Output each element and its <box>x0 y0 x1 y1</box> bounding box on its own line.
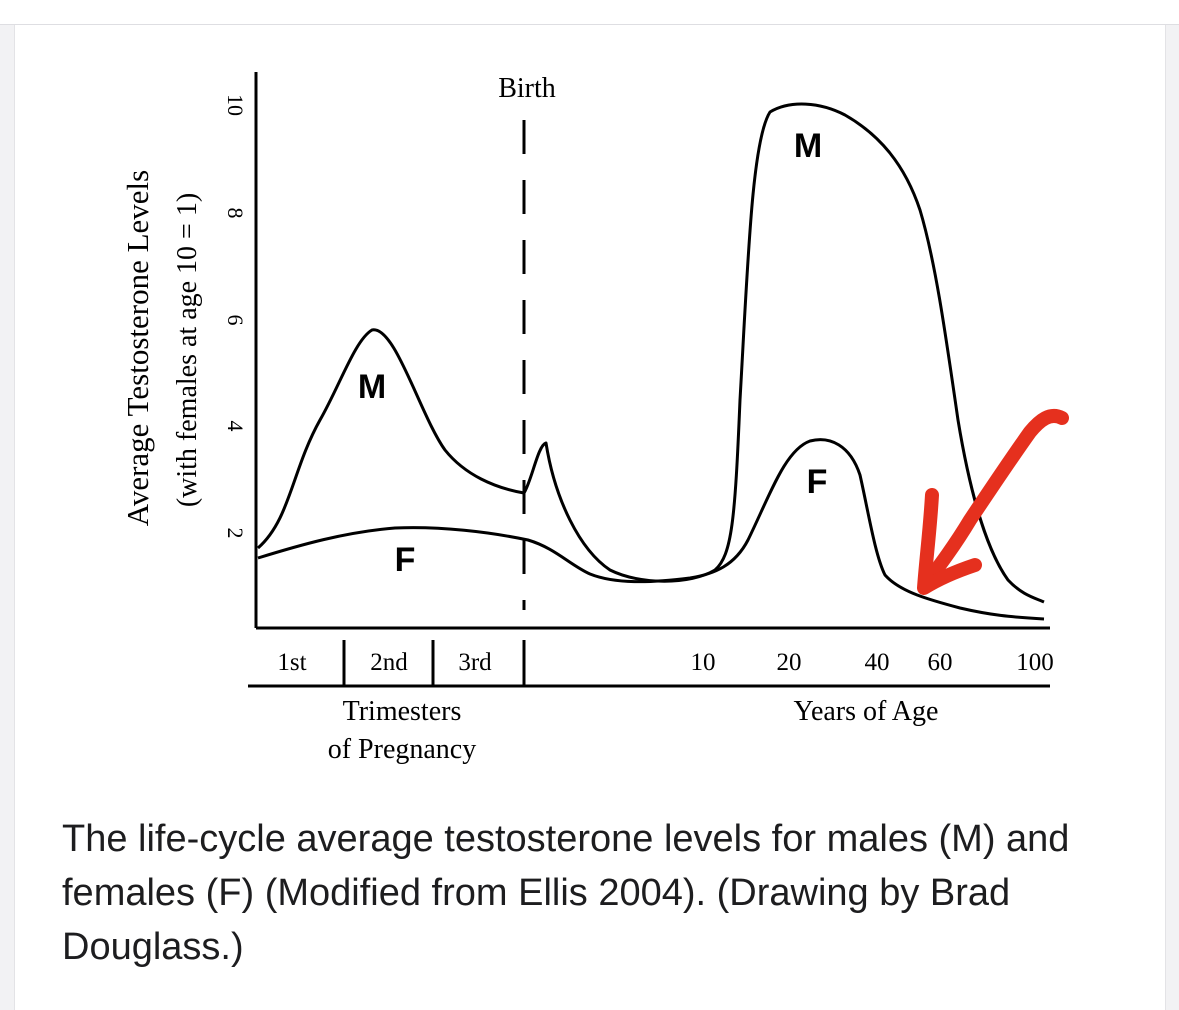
series-f-label-postnatal: F <box>807 463 828 501</box>
age-tick-label: 100 <box>1016 649 1054 676</box>
annotation-arrow <box>918 409 1069 592</box>
y-axis-subtitle: (with females at age 10 = 1) <box>172 193 203 507</box>
top-strip <box>0 0 1179 24</box>
age-tick-label: 60 <box>928 649 953 676</box>
y-tick-label: 4 <box>223 421 248 432</box>
testosterone-chart: 2 4 6 8 10 Average Testosterone Levels (… <box>120 72 1069 765</box>
y-tick-label: 10 <box>223 94 248 116</box>
y-axis-title: Average Testosterone Levels <box>120 170 155 527</box>
series-m-label-prenatal: M <box>358 368 386 406</box>
series-f-label-prenatal: F <box>395 541 416 579</box>
y-tick-label: 2 <box>223 528 248 539</box>
trimester-label: 1st <box>277 649 306 676</box>
series-f-line <box>257 438 1045 621</box>
annotation-arrowhead <box>917 488 982 595</box>
trimesters-title-line1: Trimesters <box>343 696 462 727</box>
top-divider <box>0 24 1179 25</box>
trimester-label: 2nd <box>370 649 408 676</box>
birth-label: Birth <box>498 73 556 104</box>
series-m-line <box>257 102 1045 604</box>
age-tick-label: 20 <box>777 649 802 676</box>
age-tick-label: 40 <box>865 649 890 676</box>
y-tick-label: 6 <box>223 315 248 326</box>
age-axis-title: Years of Age <box>794 696 939 727</box>
age-tick-label: 10 <box>691 649 716 676</box>
trimester-label: 3rd <box>458 649 492 676</box>
y-tick-label: 8 <box>223 208 248 219</box>
series-m-label-postnatal: M <box>794 127 822 165</box>
trimesters-title-line2: of Pregnancy <box>328 734 477 765</box>
figure-caption: The life-cycle average testosterone leve… <box>62 818 1070 968</box>
